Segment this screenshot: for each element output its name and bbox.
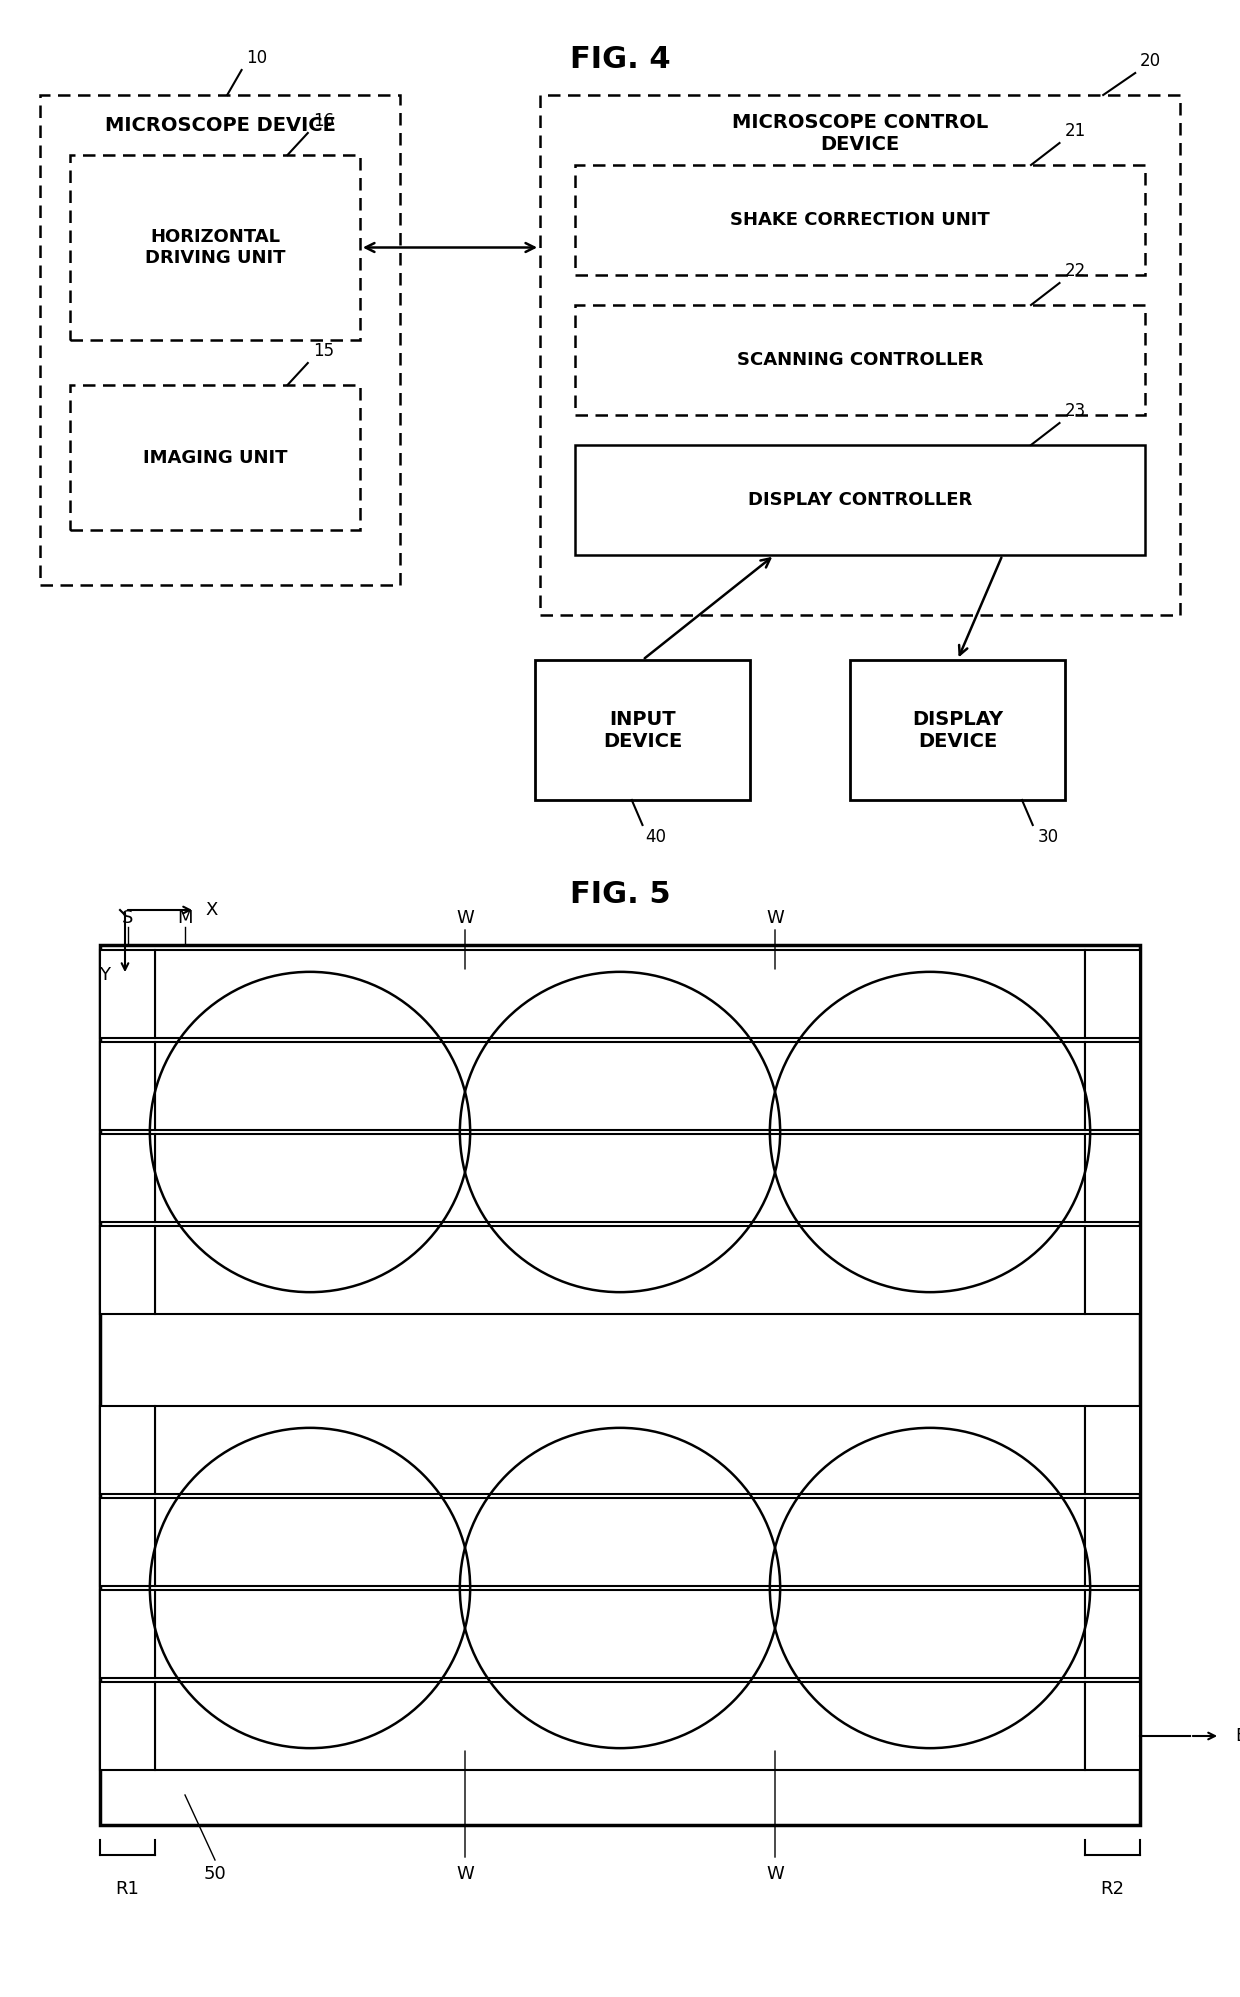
Bar bbox=[100, 1498, 155, 1586]
Text: 22: 22 bbox=[1064, 262, 1086, 280]
Bar bbox=[1085, 1226, 1140, 1314]
Text: 20: 20 bbox=[1141, 52, 1162, 70]
Text: 10: 10 bbox=[247, 50, 268, 68]
Text: Y: Y bbox=[99, 967, 110, 985]
Text: E: E bbox=[1235, 1727, 1240, 1745]
Bar bbox=[155, 1134, 1085, 1222]
Bar bbox=[575, 306, 1145, 415]
Bar bbox=[100, 1042, 155, 1130]
Text: W: W bbox=[456, 1865, 474, 1883]
Bar bbox=[100, 945, 1140, 1825]
Text: FIG. 5: FIG. 5 bbox=[569, 881, 671, 909]
Bar bbox=[1085, 1681, 1140, 1769]
Bar bbox=[100, 951, 155, 1038]
Text: 30: 30 bbox=[1038, 829, 1059, 847]
Bar bbox=[69, 385, 360, 529]
Text: 40: 40 bbox=[646, 829, 667, 847]
Text: 16: 16 bbox=[312, 112, 334, 130]
Bar bbox=[100, 1590, 155, 1677]
Text: W: W bbox=[766, 909, 784, 927]
Text: M: M bbox=[177, 909, 192, 927]
Text: SHAKE CORRECTION UNIT: SHAKE CORRECTION UNIT bbox=[730, 212, 990, 230]
Bar bbox=[155, 1681, 1085, 1769]
Text: S: S bbox=[122, 909, 133, 927]
Bar bbox=[69, 156, 360, 339]
Text: INPUT
DEVICE: INPUT DEVICE bbox=[603, 709, 682, 751]
Bar bbox=[100, 1681, 155, 1769]
Bar bbox=[575, 445, 1145, 555]
Bar bbox=[155, 1406, 1085, 1494]
Text: MICROSCOPE CONTROL
DEVICE: MICROSCOPE CONTROL DEVICE bbox=[732, 112, 988, 154]
Bar bbox=[1085, 1042, 1140, 1130]
Text: FIG. 4: FIG. 4 bbox=[569, 46, 671, 74]
Bar bbox=[155, 1590, 1085, 1677]
Text: 23: 23 bbox=[1064, 401, 1086, 419]
Bar bbox=[100, 1134, 155, 1222]
Text: W: W bbox=[766, 1865, 784, 1883]
Bar bbox=[1085, 1406, 1140, 1494]
Bar bbox=[155, 1226, 1085, 1314]
Bar bbox=[539, 96, 1180, 615]
Text: DISPLAY
DEVICE: DISPLAY DEVICE bbox=[911, 709, 1003, 751]
Text: X: X bbox=[205, 901, 217, 919]
Bar bbox=[534, 659, 750, 801]
Bar bbox=[155, 951, 1085, 1038]
Text: SCANNING CONTROLLER: SCANNING CONTROLLER bbox=[737, 351, 983, 369]
Text: 50: 50 bbox=[203, 1865, 227, 1883]
Text: W: W bbox=[456, 909, 474, 927]
Text: R1: R1 bbox=[115, 1879, 139, 1897]
Text: R2: R2 bbox=[1101, 1879, 1125, 1897]
Bar bbox=[849, 659, 1065, 801]
Bar bbox=[155, 1042, 1085, 1130]
Text: MICROSCOPE DEVICE: MICROSCOPE DEVICE bbox=[104, 116, 336, 134]
Text: 21: 21 bbox=[1064, 122, 1086, 140]
Bar bbox=[1085, 951, 1140, 1038]
Bar bbox=[575, 166, 1145, 276]
Bar bbox=[155, 1498, 1085, 1586]
Bar bbox=[100, 1406, 155, 1494]
Bar bbox=[1085, 1498, 1140, 1586]
Text: IMAGING UNIT: IMAGING UNIT bbox=[143, 449, 288, 467]
Text: DISPLAY CONTROLLER: DISPLAY CONTROLLER bbox=[748, 491, 972, 509]
Bar bbox=[1085, 1590, 1140, 1677]
Bar bbox=[100, 1226, 155, 1314]
Text: 15: 15 bbox=[312, 341, 334, 359]
Bar bbox=[40, 96, 401, 585]
Text: HORIZONTAL
DRIVING UNIT: HORIZONTAL DRIVING UNIT bbox=[145, 228, 285, 268]
Bar bbox=[1085, 1134, 1140, 1222]
